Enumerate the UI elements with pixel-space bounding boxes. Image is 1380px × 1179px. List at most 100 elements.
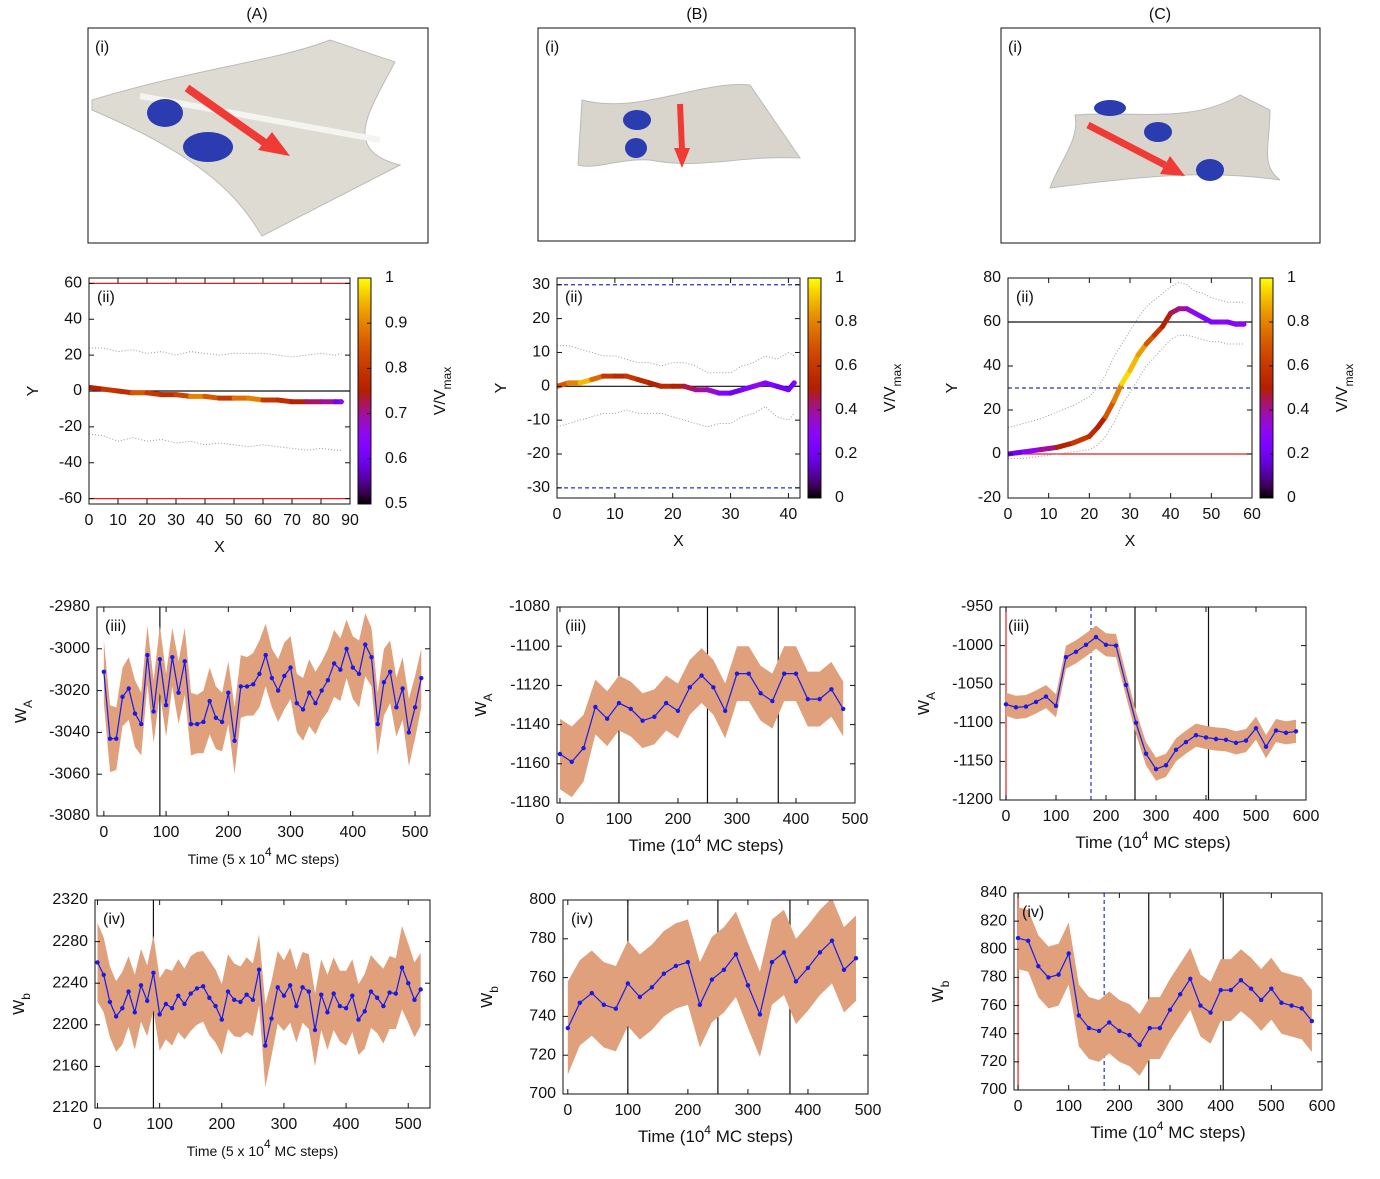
data-point [294, 1003, 299, 1009]
data-point [219, 1017, 224, 1022]
data-point [805, 965, 811, 971]
y-tick-label: 760 [980, 997, 1007, 1014]
plot-area [89, 282, 350, 500]
data-point [1223, 737, 1229, 742]
y-axis-label: WA [473, 693, 495, 716]
data-point [1043, 694, 1049, 699]
data-point [275, 688, 281, 693]
y-tick-label: 700 [529, 1085, 556, 1102]
data-point [338, 667, 343, 672]
axes-frame [94, 899, 431, 1109]
axes-frame [556, 277, 801, 499]
plot-area [1003, 607, 1299, 800]
trajectory-segment [1103, 398, 1117, 420]
data-point [613, 1006, 619, 1011]
x-tick-label: 500 [402, 824, 429, 841]
data-point [294, 700, 299, 706]
colorbar-label: V/Vmax [1334, 364, 1356, 412]
x-tick-label: 10 [109, 512, 127, 529]
envelope-line [557, 406, 795, 428]
data-point [841, 967, 847, 973]
data-point [793, 979, 799, 984]
x-tick-label: 100 [614, 1102, 641, 1119]
y-tick-label: -1150 [953, 753, 993, 770]
colorbar-tick-label: 0.6 [385, 450, 407, 467]
data-point [151, 970, 156, 975]
data-point [132, 711, 138, 716]
data-point [1147, 1025, 1152, 1031]
trajectory-point [791, 380, 797, 386]
data-point [1218, 987, 1223, 993]
envelope-line [89, 433, 342, 451]
y-tick-label: 10 [532, 344, 550, 361]
data-point [625, 981, 631, 986]
data-point [263, 1043, 268, 1048]
x-tick-label: 0 [99, 824, 108, 841]
y-tick-label: -1000 [952, 637, 993, 654]
data-point [145, 652, 150, 658]
data-point [362, 1009, 367, 1014]
data-point [138, 983, 144, 988]
panel-label: (iv) [103, 911, 125, 928]
data-point [817, 950, 823, 955]
trajectory-segment [1054, 440, 1076, 450]
data-point [238, 684, 243, 689]
x-axis-label-part: MC steps) [272, 851, 340, 867]
data-point [722, 708, 728, 714]
x-axis-label: X [673, 533, 684, 550]
y-axis-label-part: A [924, 692, 938, 700]
data-point [356, 671, 362, 677]
data-point [1083, 642, 1089, 648]
x-axis-label: Time (5 x 104 MC steps) [188, 845, 340, 867]
data-point [263, 652, 268, 658]
x-tick-label: 0 [563, 1102, 572, 1119]
error-band [567, 900, 856, 1075]
error-band [103, 613, 422, 775]
y-tick-label: 20 [983, 401, 1001, 418]
data-point [1269, 986, 1274, 991]
y-tick-label: 40 [64, 310, 82, 327]
x-tick-label: 100 [1055, 1098, 1082, 1115]
colorbar-tick-label: 0.4 [835, 401, 857, 418]
x-tick-label: 600 [1309, 1098, 1336, 1115]
data-point [157, 657, 163, 662]
data-point [350, 665, 356, 670]
data-point [1025, 938, 1031, 944]
plot-area [95, 900, 423, 1108]
x-tick-label: 20 [138, 512, 156, 529]
data-point [269, 675, 275, 681]
y-tick-label: -3060 [49, 765, 90, 782]
data-point [1167, 1007, 1173, 1012]
x-axis-label-part: Time (10 [1090, 1123, 1156, 1142]
x-tick-label: 300 [724, 811, 751, 828]
x-axis-label: X [214, 539, 225, 556]
panel-label: (ii) [565, 289, 583, 306]
data-point [188, 991, 193, 996]
data-point [387, 990, 392, 995]
data-point [157, 1012, 162, 1017]
x-tick-label: 500 [1243, 808, 1270, 825]
y-tick-label: 740 [980, 1025, 1007, 1042]
x-tick-label: 0 [1002, 808, 1011, 825]
data-point [1063, 654, 1069, 660]
data-point [113, 1014, 119, 1019]
axes-frame [999, 606, 1307, 801]
plot-area [557, 284, 800, 489]
data-point [281, 993, 287, 998]
data-point [1279, 1000, 1284, 1005]
data-point [1015, 935, 1021, 941]
data-point [1283, 730, 1289, 736]
data-point [793, 671, 799, 676]
column-header: (B) [686, 6, 707, 23]
data-point [1289, 1003, 1294, 1008]
data-point [387, 669, 393, 674]
data-point [176, 993, 181, 998]
data-point [699, 673, 704, 678]
axes-frame [1013, 892, 1323, 1091]
data-point [244, 684, 250, 689]
x-tick-label: 30 [722, 506, 740, 523]
colorbar-tick-label: 0 [1287, 489, 1296, 506]
data-point [251, 682, 256, 687]
data-point [1013, 705, 1019, 710]
x-tick-label: 500 [1258, 1098, 1285, 1115]
